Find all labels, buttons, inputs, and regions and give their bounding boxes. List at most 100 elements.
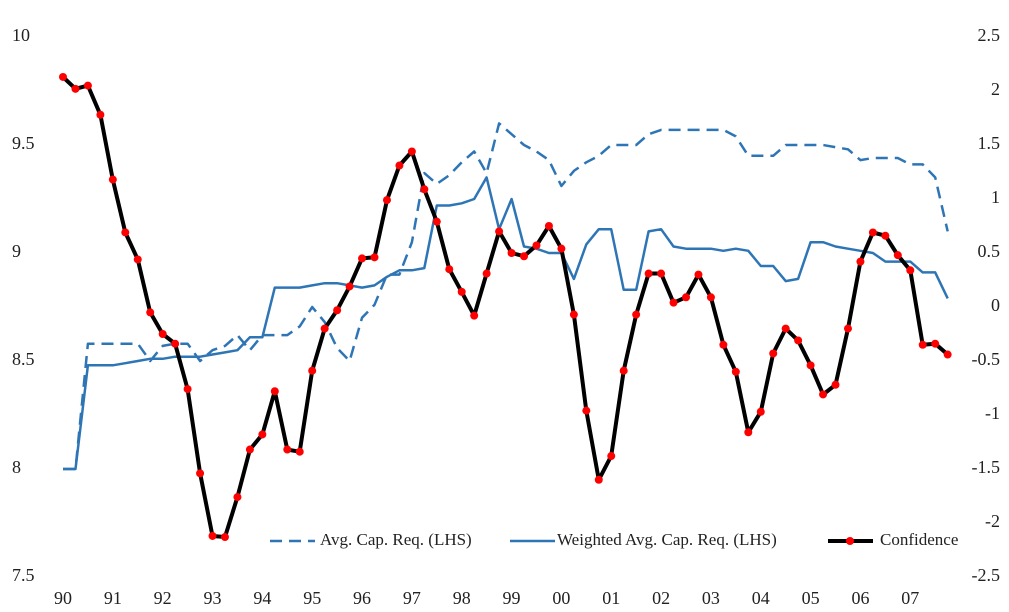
y-tick-label: 8 — [12, 457, 21, 477]
marker — [370, 253, 379, 262]
marker — [158, 330, 167, 338]
x-tick-label: 98 — [453, 588, 471, 608]
marker — [794, 336, 803, 345]
marker — [171, 339, 180, 348]
y2-tick-label: -2 — [985, 511, 1000, 531]
marker — [407, 147, 416, 156]
marker — [843, 324, 852, 333]
x-tick-label: 90 — [54, 588, 72, 608]
marker — [470, 311, 479, 320]
x-tick-label: 92 — [154, 588, 172, 608]
x-tick-label: 06 — [851, 588, 869, 608]
y2-tick-label: -1 — [985, 403, 1000, 423]
marker — [420, 185, 429, 194]
marker — [320, 324, 329, 333]
marker — [121, 228, 130, 237]
marker — [457, 287, 466, 296]
marker — [856, 257, 865, 266]
y2-tick-label: 1 — [991, 187, 1000, 207]
y-tick-label: 9.5 — [12, 133, 35, 153]
marker — [619, 366, 628, 375]
x-tick-label: 99 — [503, 588, 521, 608]
marker — [881, 231, 890, 240]
marker — [59, 72, 67, 81]
marker — [83, 81, 92, 90]
y-tick-label: 8.5 — [12, 349, 35, 369]
marker — [308, 366, 317, 375]
marker — [358, 254, 367, 263]
y2-tick-label: 2.5 — [978, 25, 1001, 45]
marker — [544, 222, 553, 230]
series-line — [63, 176, 949, 471]
x-tick-label: 96 — [353, 588, 371, 608]
marker — [918, 340, 927, 349]
marker — [682, 293, 690, 302]
y2-tick-label: -2.5 — [972, 565, 1001, 585]
series-line — [61, 75, 950, 539]
marker — [906, 266, 915, 275]
marker — [295, 447, 304, 456]
marker — [769, 349, 778, 358]
marker — [258, 430, 267, 439]
marker — [744, 428, 753, 437]
marker — [333, 306, 342, 315]
marker — [196, 469, 205, 478]
marker — [644, 269, 653, 278]
marker — [445, 265, 454, 274]
marker — [632, 310, 641, 319]
legend-label: Avg. Cap. Req. (LHS) — [320, 530, 472, 549]
y2-tick-label: 0 — [991, 295, 1000, 315]
marker — [146, 308, 155, 317]
marker — [520, 252, 529, 261]
marker — [233, 493, 242, 502]
x-tick-label: 04 — [752, 588, 770, 608]
x-tick-label: 03 — [702, 588, 720, 608]
series-line — [63, 122, 949, 471]
x-tick-label: 97 — [403, 588, 421, 608]
marker — [781, 324, 790, 333]
marker — [594, 475, 603, 484]
marker — [756, 407, 765, 416]
marker — [183, 385, 192, 394]
marker — [607, 452, 616, 461]
marker — [532, 241, 541, 250]
marker — [270, 387, 279, 396]
legend-marker — [846, 537, 854, 545]
marker — [868, 228, 877, 237]
x-tick-label: 05 — [802, 588, 820, 608]
marker — [283, 445, 292, 454]
x-tick-label: 93 — [204, 588, 222, 608]
marker — [208, 531, 217, 540]
y2-tick-label: -0.5 — [972, 349, 1001, 369]
x-tick-label: 01 — [602, 588, 620, 608]
x-tick-label: 94 — [253, 588, 271, 608]
marker — [133, 255, 142, 264]
marker — [706, 293, 715, 302]
marker — [395, 161, 404, 170]
marker — [731, 367, 740, 376]
y-tick-label: 7.5 — [12, 565, 35, 585]
marker — [831, 380, 840, 389]
marker — [943, 350, 952, 359]
marker — [657, 269, 666, 278]
marker — [220, 533, 229, 542]
marker — [507, 249, 516, 257]
marker — [569, 310, 578, 319]
y-tick-label: 10 — [12, 25, 30, 45]
x-tick-label: 02 — [652, 588, 670, 608]
marker — [806, 361, 815, 370]
y2-tick-label: 0.5 — [978, 241, 1001, 261]
marker — [893, 251, 902, 260]
y-tick-label: 9 — [12, 241, 21, 261]
y2-tick-label: 2 — [991, 79, 1000, 99]
marker — [382, 196, 391, 205]
marker — [557, 244, 566, 253]
marker — [669, 298, 678, 307]
marker — [432, 217, 441, 226]
marker — [96, 110, 105, 119]
marker — [245, 445, 254, 454]
x-tick-label: 91 — [104, 588, 122, 608]
marker — [495, 227, 504, 236]
marker — [108, 175, 117, 184]
